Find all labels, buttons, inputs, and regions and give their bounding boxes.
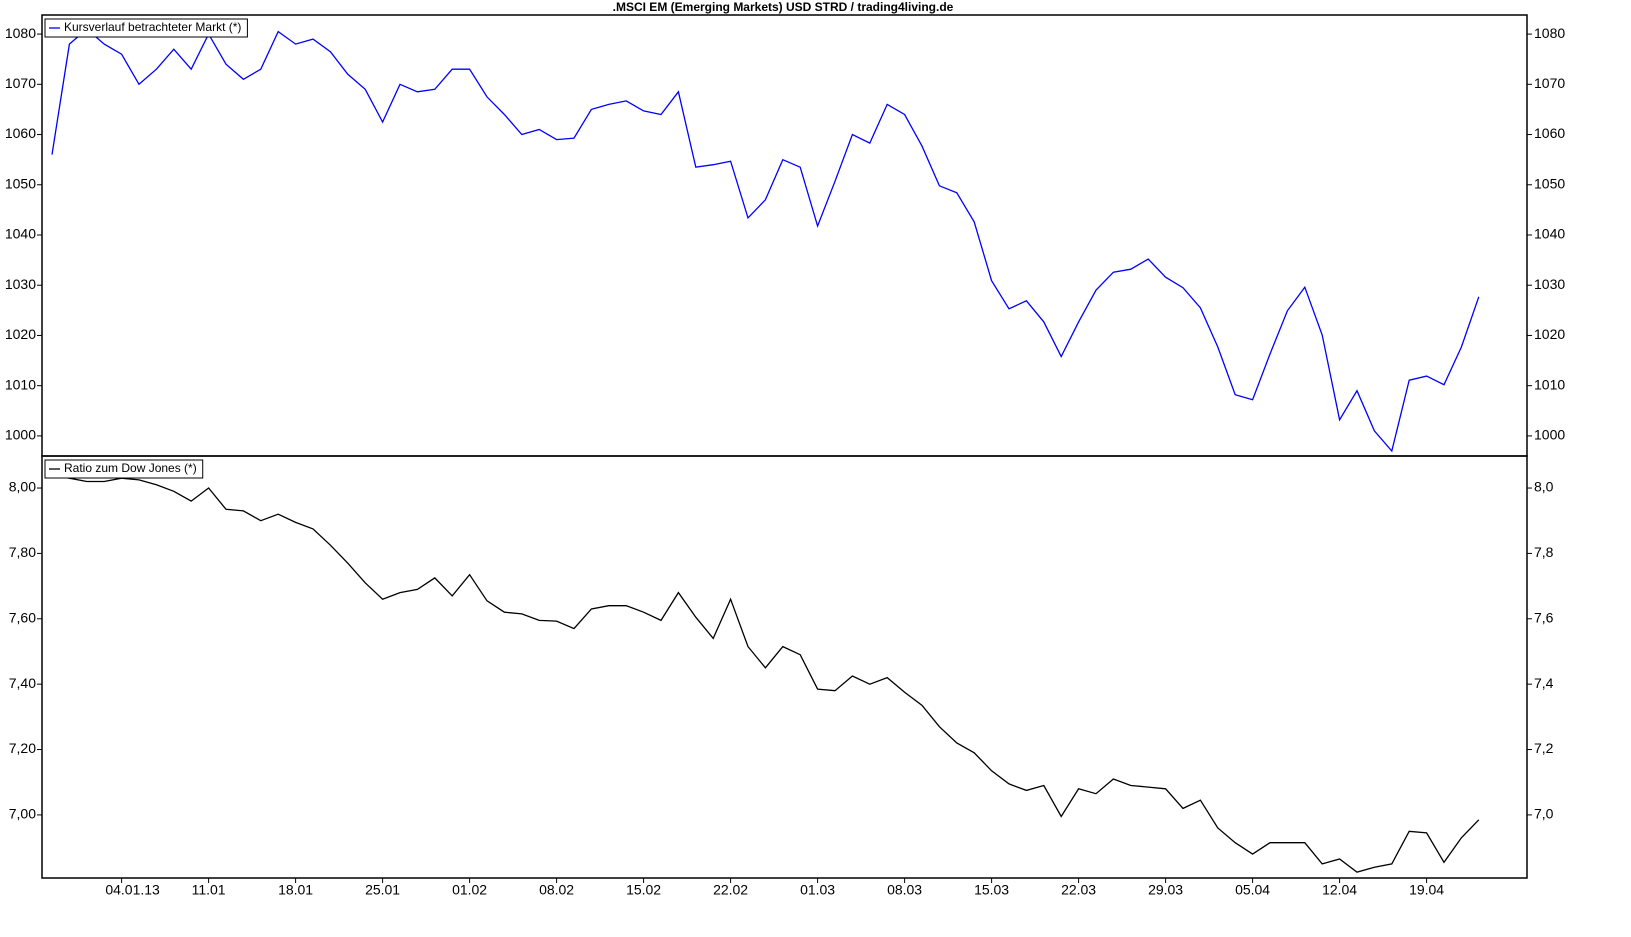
y2-tick-label: 8,0 <box>1534 479 1554 495</box>
x-tick-label: 08.03 <box>887 882 922 898</box>
y-tick-label: 1070 <box>5 75 36 91</box>
x-tick-label: 22.03 <box>1061 882 1096 898</box>
y-tick-label: 1000 <box>5 427 36 443</box>
line-series <box>51 28 1480 453</box>
y2-tick-label: 1020 <box>1534 326 1565 342</box>
y2-tick-label: 1050 <box>1534 175 1565 191</box>
x-tick-label: 29.03 <box>1148 882 1183 898</box>
y2-tick-label: 1040 <box>1534 226 1565 242</box>
y2-tick-label: 1000 <box>1534 427 1565 443</box>
y-tick-label: 1030 <box>5 276 36 292</box>
legend-box <box>44 18 248 38</box>
y2-tick-label: 1030 <box>1534 276 1565 292</box>
y-tick-label: 7,20 <box>9 740 36 756</box>
x-tick-label: 05.04 <box>1235 882 1270 898</box>
legend-box <box>44 459 204 479</box>
line-series <box>51 474 1480 873</box>
x-tick-label: 04.01.13 <box>105 882 160 898</box>
y-tick-label: 7,40 <box>9 675 36 691</box>
x-tick-label: 15.02 <box>626 882 661 898</box>
y-tick-label: 1080 <box>5 25 36 41</box>
y-tick-label: 1010 <box>5 376 36 392</box>
y2-tick-label: 7,8 <box>1534 544 1554 560</box>
x-tick-label: 12.04 <box>1322 882 1357 898</box>
y2-tick-label: 1060 <box>1534 125 1565 141</box>
x-tick-label: 08.02 <box>539 882 574 898</box>
y-tick-label: 1060 <box>5 125 36 141</box>
y-tick-label: 1050 <box>5 175 36 191</box>
x-tick-label: 22.02 <box>713 882 748 898</box>
legend-label: Ratio zum Dow Jones (*) <box>64 461 197 475</box>
x-tick-label: 15.03 <box>974 882 1009 898</box>
chart-title: .MSCI EM (Emerging Markets) USD STRD / t… <box>613 0 954 14</box>
y-tick-label: 8,00 <box>9 479 36 495</box>
y-tick-label: 1020 <box>5 326 36 342</box>
x-tick-label: 25.01 <box>365 882 400 898</box>
y2-tick-label: 1070 <box>1534 75 1565 91</box>
x-tick-label: 19.04 <box>1409 882 1444 898</box>
y-tick-label: 7,60 <box>9 609 36 625</box>
y2-tick-label: 7,6 <box>1534 609 1554 625</box>
y2-tick-label: 1080 <box>1534 25 1565 41</box>
y2-tick-label: 7,4 <box>1534 675 1554 691</box>
y2-tick-label: 1010 <box>1534 376 1565 392</box>
x-tick-label: 01.03 <box>800 882 835 898</box>
y-tick-label: 1040 <box>5 226 36 242</box>
legend-label: Kursverlauf betrachteter Markt (*) <box>64 20 241 34</box>
y-tick-label: 7,00 <box>9 806 36 822</box>
y2-tick-label: 7,0 <box>1534 806 1554 822</box>
plot-frame <box>41 455 1528 879</box>
y2-tick-label: 7,2 <box>1534 740 1554 756</box>
x-tick-label: 11.01 <box>192 882 226 898</box>
y-tick-label: 7,80 <box>9 544 36 560</box>
x-tick-label: 01.02 <box>452 882 487 898</box>
x-tick-label: 18.01 <box>278 882 313 898</box>
